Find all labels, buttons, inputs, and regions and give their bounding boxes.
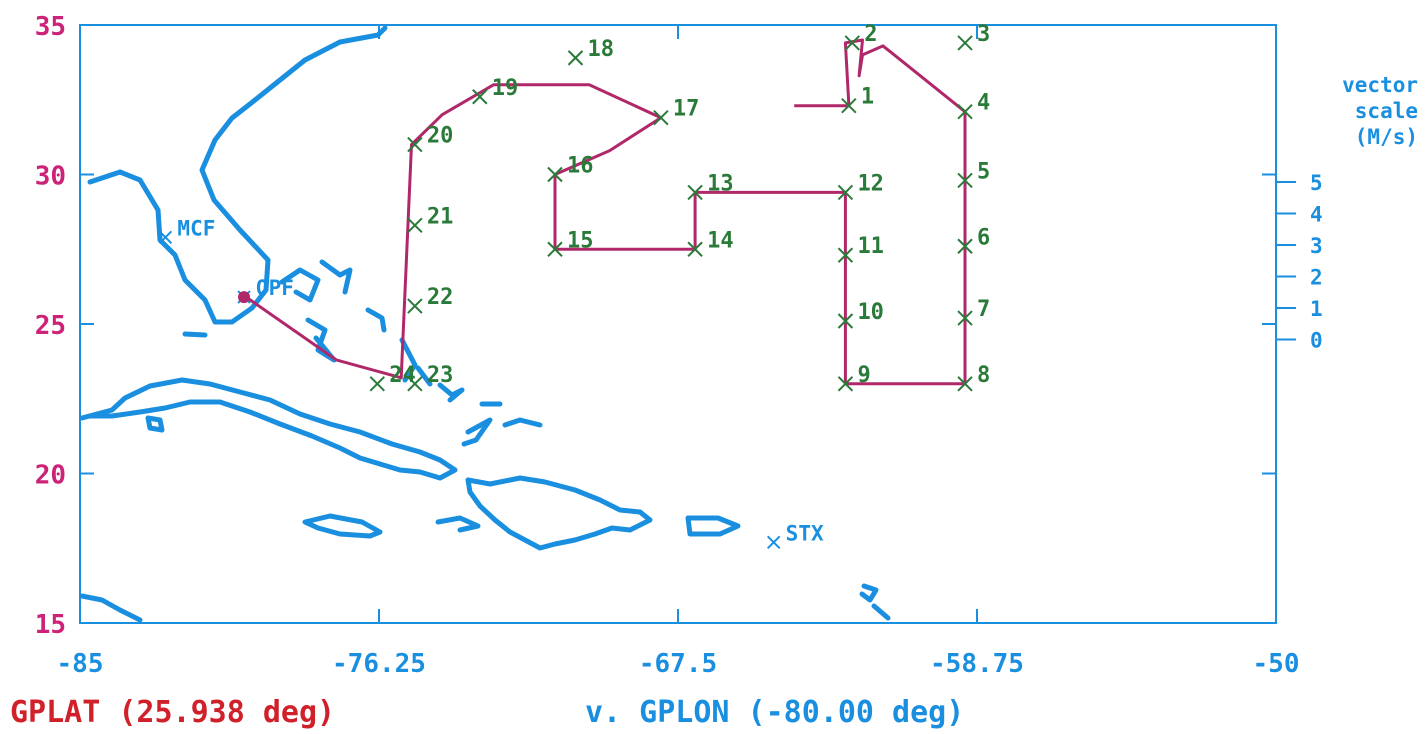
- station-marker: [766, 535, 781, 549]
- station-markers: MCF OPF STX: [158, 216, 824, 549]
- waypoint-label: 7: [977, 297, 990, 322]
- waypoint-marker: [837, 184, 854, 201]
- waypoint-label: 24: [389, 363, 416, 388]
- waypoint-label: 5: [977, 159, 990, 184]
- x-tick-label: -85: [57, 649, 104, 679]
- vector-scale-label: 4: [1310, 203, 1323, 227]
- waypoint-marker: [957, 172, 973, 189]
- y-tick-label: 15: [35, 610, 66, 640]
- waypoint-label: 22: [427, 285, 454, 310]
- waypoint-label: 10: [857, 300, 884, 325]
- vector-scale-label: 0: [1310, 329, 1323, 353]
- waypoint-marker: [407, 136, 423, 153]
- waypoint-label: 11: [857, 234, 884, 259]
- station-label: MCF: [177, 216, 215, 240]
- waypoint-label: 19: [492, 76, 519, 101]
- y-axis-title: GPLAT (25.938 deg): [10, 695, 335, 730]
- station-marker: [158, 230, 173, 244]
- waypoint-marker: [547, 166, 563, 183]
- waypoint-marker: [567, 50, 584, 66]
- waypoint-marker: [472, 89, 488, 105]
- waypoint-label: 17: [673, 97, 700, 122]
- waypoint-label: 18: [587, 37, 614, 62]
- x-tick-label: -76.25: [332, 649, 426, 679]
- waypoint-marker: [844, 35, 860, 51]
- waypoint-marker: [957, 376, 973, 392]
- waypoint-label: 4: [977, 91, 990, 116]
- x-tick-label: -67.5: [639, 649, 717, 679]
- vector-scale-label: 2: [1310, 266, 1323, 290]
- waypoint-marker: [837, 376, 854, 392]
- station-label: OPF: [256, 276, 294, 300]
- waypoint-marker: [407, 376, 423, 392]
- waypoint-label: 23: [427, 363, 454, 388]
- waypoint-label: 15: [567, 228, 594, 253]
- vector-scale-label: 5: [1310, 171, 1323, 195]
- waypoint-label: 16: [567, 154, 594, 179]
- track-start-dot: [238, 291, 251, 304]
- waypoint-marker: [957, 35, 973, 51]
- y-tick-label: 20: [35, 461, 66, 491]
- waypoint-label: 6: [977, 225, 990, 250]
- y-tick-label: 30: [35, 162, 66, 192]
- station-label: STX: [786, 521, 824, 545]
- vector-scale-title: scale: [1355, 99, 1418, 123]
- waypoint-marker: [407, 298, 423, 314]
- waypoint-marker: [837, 247, 854, 263]
- coastline-map: [79, 25, 891, 623]
- waypoint-label: 13: [707, 171, 734, 196]
- x-axis-title: v. GPLON (-80.00 deg): [585, 695, 964, 730]
- vector-scale-title: vector: [1342, 73, 1418, 97]
- x-tick-label: -58.75: [930, 649, 1024, 679]
- waypoint-label: 1: [861, 85, 874, 110]
- waypoint-marker: [841, 98, 857, 114]
- waypoint-marker: [837, 313, 854, 329]
- x-tick-label: -50: [1253, 649, 1300, 679]
- track-line: [243, 38, 967, 386]
- waypoint-marker: [547, 241, 563, 257]
- waypoint-label: 2: [864, 22, 877, 47]
- waypoint-label: 14: [707, 228, 734, 253]
- waypoint-marker: [957, 104, 973, 120]
- axis-titles: GPLAT (25.938 deg) v. GPLON (-80.00 deg): [10, 695, 964, 730]
- vector-scale-title: (M/s): [1355, 125, 1418, 149]
- vector-scale-label: 3: [1310, 234, 1323, 258]
- flight-track: [243, 38, 967, 386]
- waypoint-label: 8: [977, 363, 990, 388]
- waypoint-label: 21: [427, 204, 454, 229]
- y-tick-label: 25: [35, 311, 66, 341]
- waypoint-label: 20: [427, 124, 454, 149]
- waypoint-marker: [957, 310, 973, 326]
- waypoint-marker: [407, 217, 423, 234]
- y-tick-label: 35: [35, 12, 66, 42]
- waypoint-marker: [687, 241, 703, 257]
- vector-scale-label: 1: [1310, 297, 1323, 321]
- waypoint-label: 3: [977, 22, 990, 47]
- waypoint-marker: [957, 238, 973, 254]
- waypoint-label: 9: [857, 363, 870, 388]
- waypoint-label: 12: [857, 171, 884, 196]
- waypoint-marker: [653, 109, 669, 126]
- waypoint-marker: [687, 184, 703, 201]
- waypoint-marker: [369, 376, 385, 392]
